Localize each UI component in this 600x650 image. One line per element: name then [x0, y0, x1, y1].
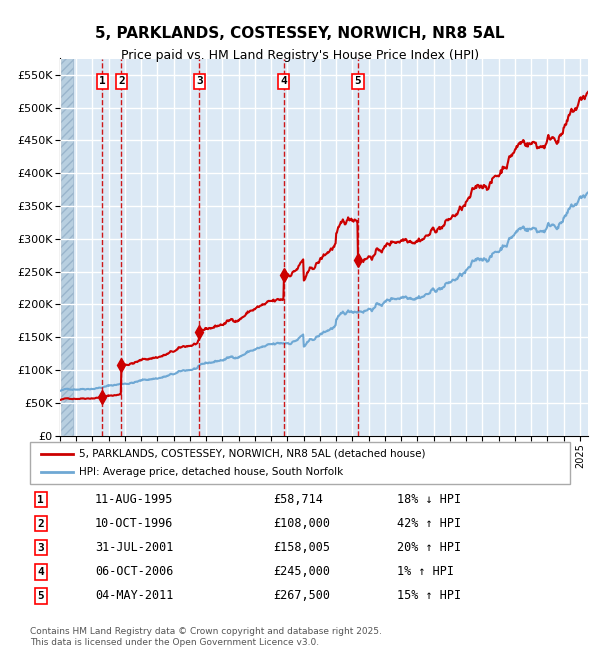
- Text: 3: 3: [37, 543, 44, 552]
- FancyBboxPatch shape: [30, 442, 570, 484]
- Text: HPI: Average price, detached house, South Norfolk: HPI: Average price, detached house, Sout…: [79, 467, 343, 477]
- Text: £58,714: £58,714: [273, 493, 323, 506]
- Text: 3: 3: [196, 77, 203, 86]
- Text: £245,000: £245,000: [273, 566, 330, 578]
- Text: 1% ↑ HPI: 1% ↑ HPI: [397, 566, 454, 578]
- Text: 18% ↓ HPI: 18% ↓ HPI: [397, 493, 461, 506]
- Text: 5: 5: [37, 591, 44, 601]
- Text: 2: 2: [118, 77, 125, 86]
- Text: 1: 1: [37, 495, 44, 504]
- Text: 11-AUG-1995: 11-AUG-1995: [95, 493, 173, 506]
- Text: Price paid vs. HM Land Registry's House Price Index (HPI): Price paid vs. HM Land Registry's House …: [121, 49, 479, 62]
- Text: £108,000: £108,000: [273, 517, 330, 530]
- Text: 10-OCT-1996: 10-OCT-1996: [95, 517, 173, 530]
- Text: 4: 4: [280, 77, 287, 86]
- Text: 5: 5: [355, 77, 361, 86]
- Text: 1: 1: [99, 77, 106, 86]
- Text: 5, PARKLANDS, COSTESSEY, NORWICH, NR8 5AL: 5, PARKLANDS, COSTESSEY, NORWICH, NR8 5A…: [95, 26, 505, 41]
- Text: 42% ↑ HPI: 42% ↑ HPI: [397, 517, 461, 530]
- Text: £158,005: £158,005: [273, 541, 330, 554]
- Text: 20% ↑ HPI: 20% ↑ HPI: [397, 541, 461, 554]
- Text: 5, PARKLANDS, COSTESSEY, NORWICH, NR8 5AL (detached house): 5, PARKLANDS, COSTESSEY, NORWICH, NR8 5A…: [79, 449, 425, 459]
- Text: 31-JUL-2001: 31-JUL-2001: [95, 541, 173, 554]
- Text: Contains HM Land Registry data © Crown copyright and database right 2025.
This d: Contains HM Land Registry data © Crown c…: [30, 627, 382, 647]
- Text: £267,500: £267,500: [273, 590, 330, 603]
- Text: 04-MAY-2011: 04-MAY-2011: [95, 590, 173, 603]
- Text: 06-OCT-2006: 06-OCT-2006: [95, 566, 173, 578]
- Bar: [60, 42, 73, 436]
- Text: 15% ↑ HPI: 15% ↑ HPI: [397, 590, 461, 603]
- Text: 2: 2: [37, 519, 44, 528]
- Text: 4: 4: [37, 567, 44, 577]
